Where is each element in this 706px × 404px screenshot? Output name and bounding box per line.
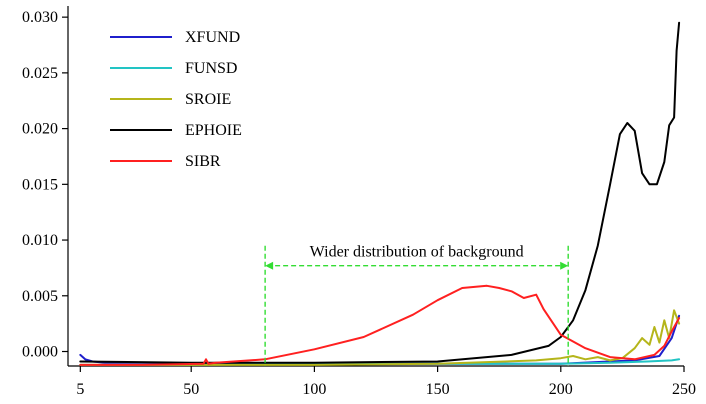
axes: 0.000 0.005 0.010 0.015 0.020 0.025 0.030 5 50 10…	[22, 6, 696, 398]
x-tick-label: 250	[672, 381, 696, 398]
legend-label-funsd: FUNSD	[185, 60, 237, 77]
x-tick-label: 100	[302, 381, 326, 398]
series-line-sroie	[79, 309, 681, 366]
legend-label-xfund: XFUND	[185, 29, 240, 46]
annotation: Wider distribution of background	[264, 244, 569, 366]
x-tick-label: 50	[183, 381, 199, 398]
y-tick-label: 0.000	[22, 344, 58, 361]
y-tick-label: 0.005	[22, 288, 58, 305]
y-tick-label: 0.020	[22, 121, 58, 138]
series-line-xfund	[79, 314, 681, 365]
legend-label-ephoie: EPHOIE	[185, 122, 242, 139]
series-line-ephoie	[79, 21, 681, 364]
y-tick-label: 0.025	[22, 65, 58, 82]
legend: XFUND FUNSD SROIE EPHOIE SIBR	[110, 29, 242, 170]
annotation-arrowhead-left	[265, 261, 274, 270]
y-tick-label: 0.030	[22, 9, 58, 26]
legend-label-sibr: SIBR	[185, 153, 221, 170]
x-tick-label: 5	[76, 381, 84, 398]
series-layer	[79, 21, 681, 366]
annotation-label: Wider distribution of background	[310, 244, 524, 261]
y-tick-label: 0.015	[22, 176, 58, 193]
x-tick-label: 150	[426, 381, 450, 398]
x-tick-label: 200	[549, 381, 573, 398]
y-tick-label: 0.010	[22, 232, 58, 249]
series-line-sibr	[79, 284, 681, 366]
legend-label-sroie: SROIE	[185, 91, 231, 108]
annotation-arrowhead-right	[560, 261, 569, 270]
